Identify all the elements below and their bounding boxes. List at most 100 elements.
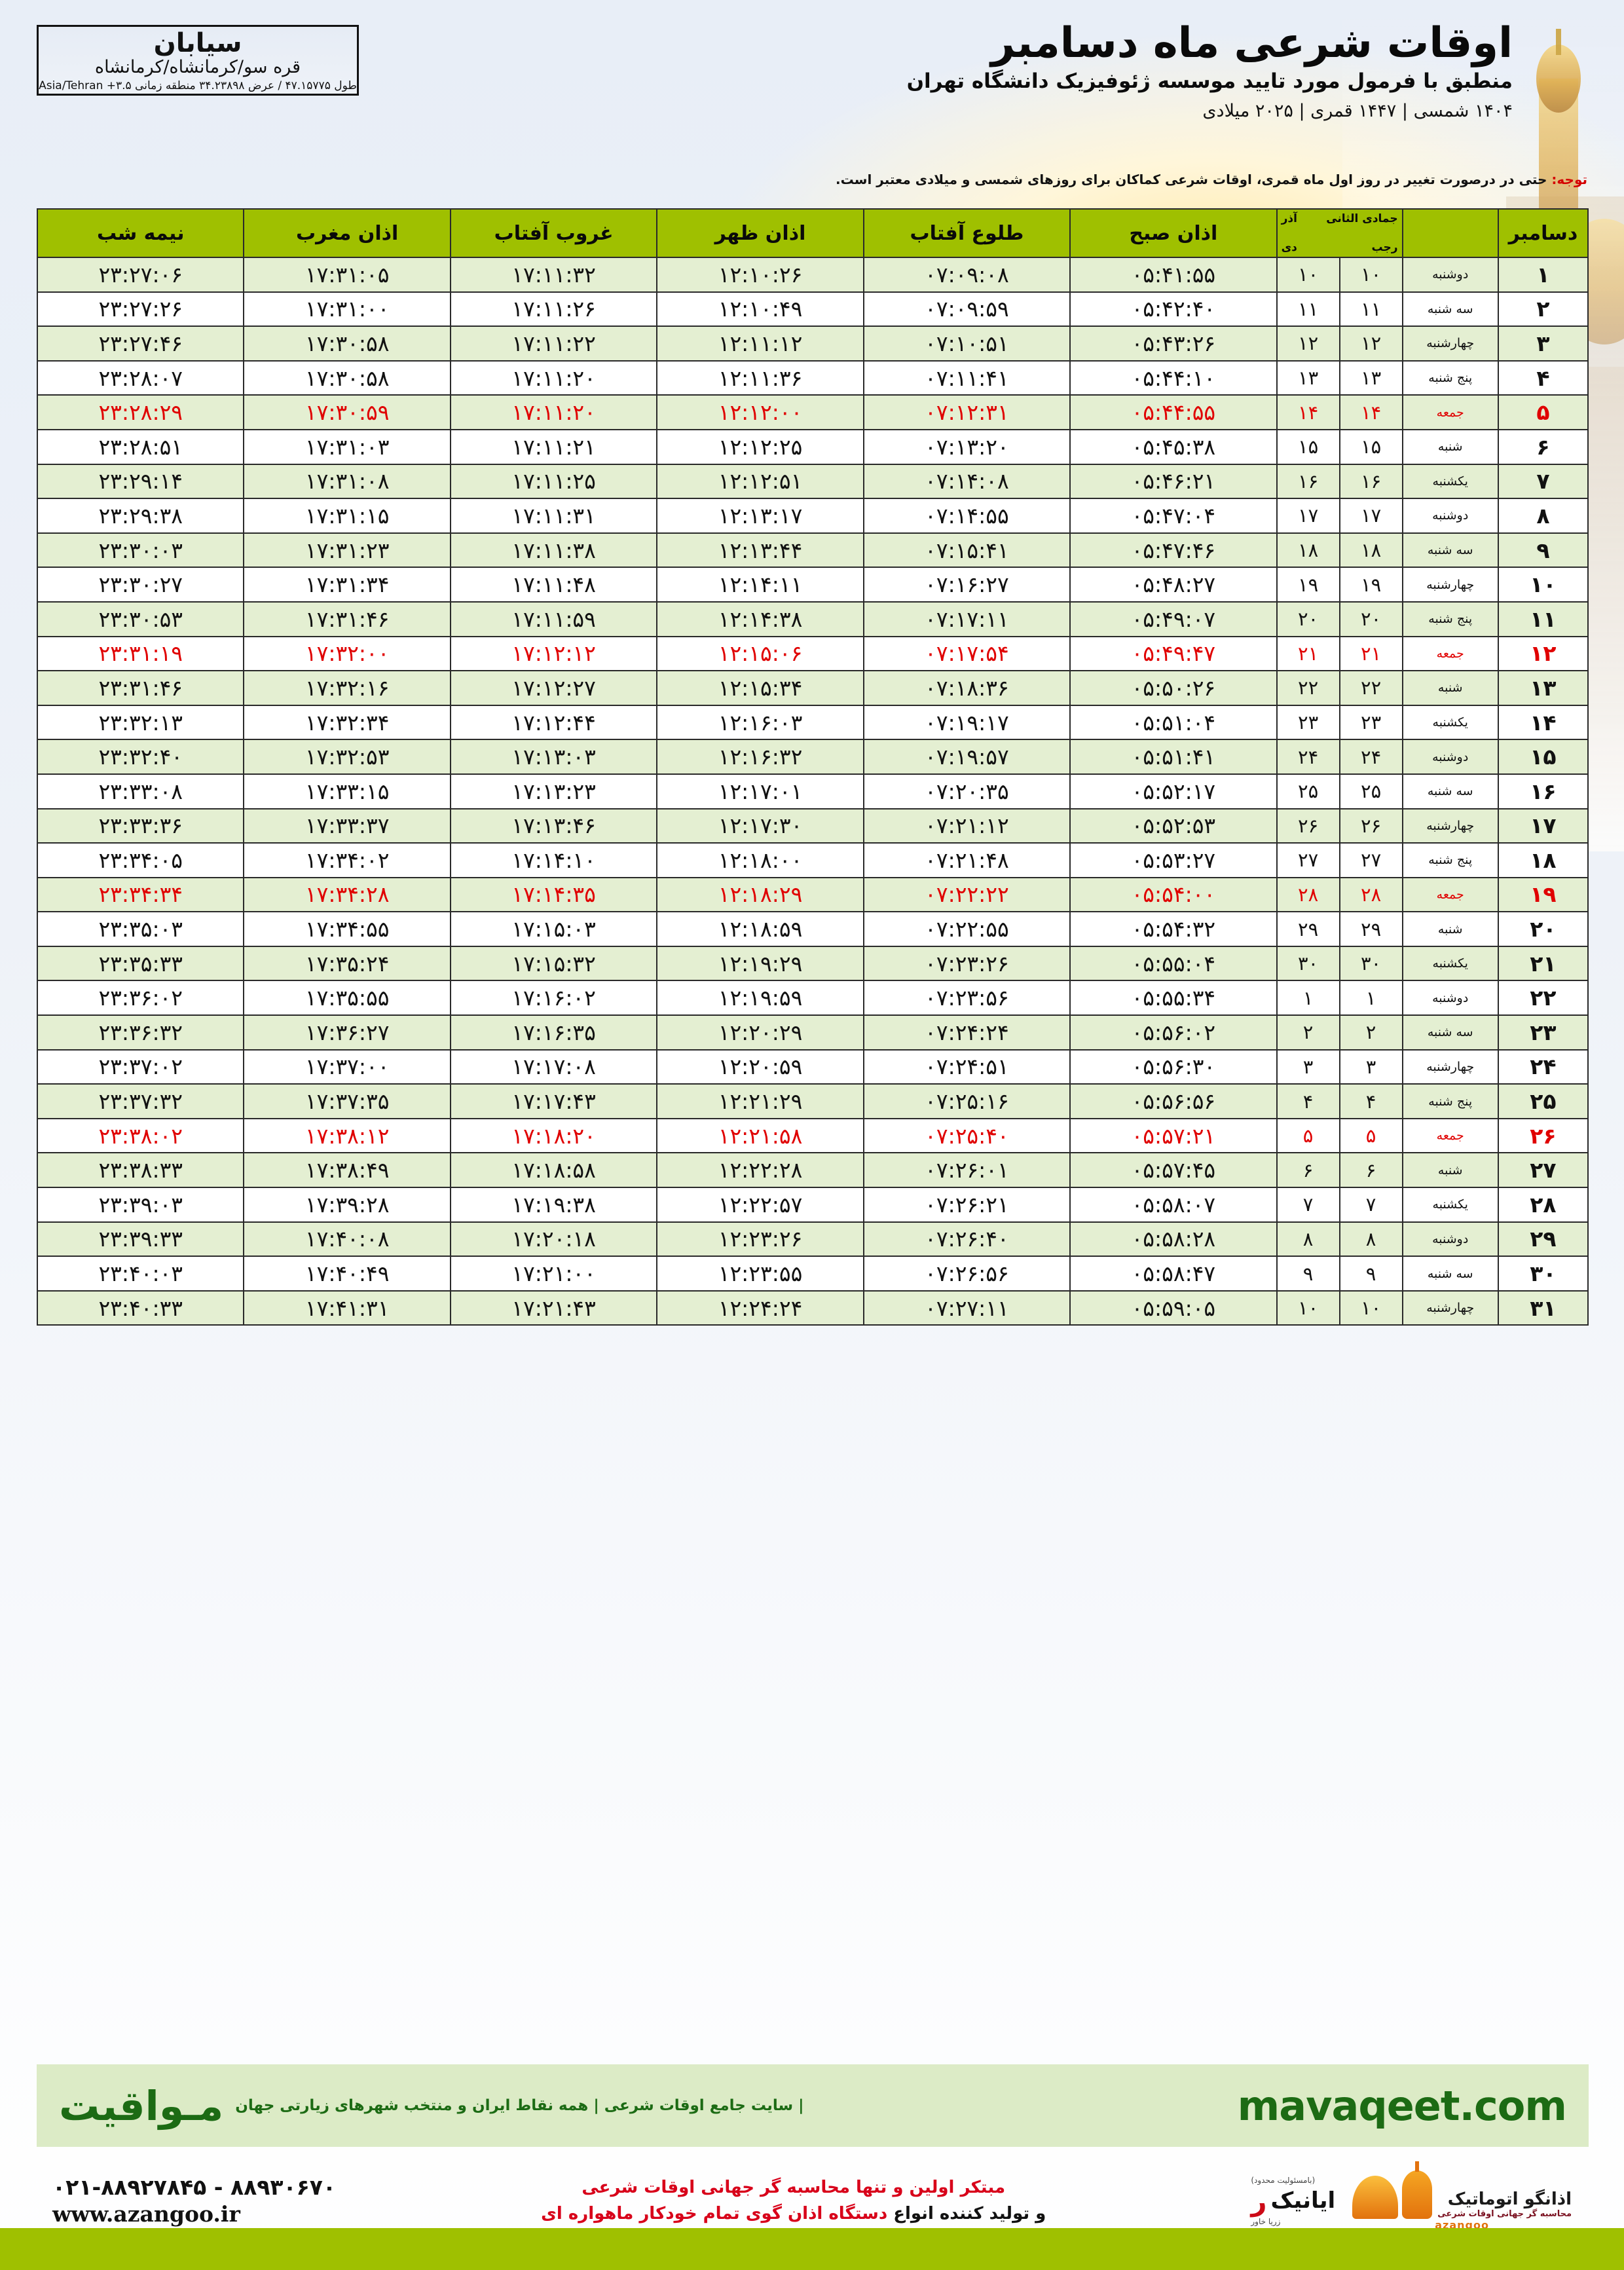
- cell-midnight: ۲۳:۲۷:۰۶: [36, 257, 245, 293]
- azangoo-logo[interactable]: اذانگو اتوماتیک محاسبه گر جهانی اوقات شر…: [1352, 2170, 1572, 2231]
- cell-sunrise: ۰۷:۱۷:۵۴: [862, 635, 1071, 672]
- cell-hijri-solar: ۱۷: [1338, 498, 1403, 534]
- cell-hijri-solar: ۹: [1338, 1256, 1403, 1292]
- cell-gregorian-day: ۱۴: [1497, 704, 1589, 741]
- footer-logos: اذانگو اتوماتیک محاسبه گر جهانی اوقات شر…: [1251, 2170, 1572, 2231]
- cell-gregorian-day: ۲۳: [1497, 1014, 1589, 1051]
- cell-hijri-lunar: ۷: [1276, 1187, 1340, 1223]
- cell-hijri-lunar: ۲۹: [1276, 911, 1340, 947]
- cell-fajr: ۰۵:۵۲:۱۷: [1069, 773, 1278, 809]
- cell-fajr: ۰۵:۵۰:۲۶: [1069, 670, 1278, 706]
- cell-weekday: پنج شنبه: [1401, 360, 1499, 396]
- col-header-solar-bottom: دی: [1281, 241, 1297, 254]
- note-text: حتی در درصورت تغییر در روز اول ماه قمری،…: [836, 172, 1552, 187]
- cell-hijri-lunar: ۵: [1276, 1117, 1340, 1154]
- cell-gregorian-day: ۳۱: [1497, 1290, 1589, 1326]
- cell-fajr: ۰۵:۵۴:۰۰: [1069, 876, 1278, 913]
- footer-contact: ۰۲۱-۸۸۹۲۷۸۴۵ - ۸۸۹۳۰۶۷۰ www.azangoo.ir: [52, 2174, 336, 2228]
- cell-sunrise: ۰۷:۲۶:۵۶: [862, 1256, 1071, 1292]
- table-row: ۳ چهارشنبه ۱۲ ۱۲ ۰۵:۴۳:۲۶ ۰۷:۱۰:۵۱ ۱۲:۱۱:۱۲ ۱۷:…: [36, 326, 1589, 362]
- cell-hijri-solar: ۲۷: [1338, 842, 1403, 878]
- rayaneek-logo[interactable]: (بامسئولیت محدود) ایانیک ر زریا خاور: [1251, 2176, 1335, 2226]
- cell-fajr: ۰۵:۴۵:۳۸: [1069, 428, 1278, 465]
- cell-gregorian-day: ۲۴: [1497, 1049, 1589, 1085]
- cell-sunrise: ۰۷:۰۹:۰۸: [862, 257, 1071, 293]
- footer-phone: ۰۲۱-۸۸۹۲۷۸۴۵ - ۸۸۹۳۰۶۷۰: [52, 2174, 337, 2200]
- footer-website[interactable]: www.azangoo.ir: [52, 2201, 240, 2227]
- table-row: ۲۸ یکشنبه ۷ ۷ ۰۵:۵۸:۰۷ ۰۷:۲۶:۲۱ ۱۲:۲۲:۵۷ ۱۷:۱۹:…: [36, 1187, 1589, 1223]
- table-row: ۸ دوشنبه ۱۷ ۱۷ ۰۵:۴۷:۰۴ ۰۷:۱۴:۵۵ ۱۲:۱۳:۱۷ ۱۷:۱۱…: [36, 498, 1589, 534]
- cell-hijri-solar: ۱۲: [1338, 326, 1403, 362]
- cell-fajr: ۰۵:۴۶:۲۱: [1069, 463, 1278, 500]
- cell-gregorian-day: ۴: [1497, 360, 1589, 396]
- bottom-accent-bar: [0, 2228, 1624, 2270]
- cell-hijri-lunar: ۱۶: [1276, 463, 1340, 500]
- cell-hijri-solar: ۸: [1338, 1221, 1403, 1257]
- cell-dhuhr: ۱۲:۱۷:۰۱: [656, 773, 864, 809]
- cell-dhuhr: ۱۲:۱۵:۰۶: [656, 635, 864, 672]
- cell-maghrib: ۱۷:۳۱:۲۳: [243, 532, 451, 568]
- cell-sunrise: ۰۷:۲۴:۵۱: [862, 1049, 1071, 1085]
- cell-gregorian-day: ۱۳: [1497, 670, 1589, 706]
- cell-hijri-lunar: ۳۰: [1276, 945, 1340, 982]
- cell-sunset: ۱۷:۱۵:۰۳: [449, 911, 658, 947]
- cell-gregorian-day: ۲: [1497, 291, 1589, 327]
- cell-dhuhr: ۱۲:۲۱:۲۹: [656, 1083, 864, 1119]
- brand-url[interactable]: mavaqeet.com: [1237, 2081, 1567, 2130]
- cell-fajr: ۰۵:۴۹:۴۷: [1069, 635, 1278, 672]
- cell-gregorian-day: ۱۷: [1497, 808, 1589, 844]
- cell-midnight: ۲۳:۲۷:۲۶: [36, 291, 245, 327]
- footer-slogan-line2-b: دستگاه اذان گوی تمام خودکار ماهواره ای: [541, 2204, 888, 2223]
- cell-midnight: ۲۳:۳۶:۳۲: [36, 1014, 245, 1051]
- cell-sunset: ۱۷:۱۸:۵۸: [449, 1152, 658, 1189]
- cell-hijri-solar: ۲۰: [1338, 601, 1403, 637]
- cell-sunset: ۱۷:۱۳:۴۶: [449, 808, 658, 844]
- cell-maghrib: ۱۷:۴۰:۰۸: [243, 1221, 451, 1257]
- cell-weekday: چهارشنبه: [1401, 567, 1499, 603]
- cell-hijri-solar: ۶: [1338, 1152, 1403, 1189]
- cell-sunrise: ۰۷:۲۳:۵۶: [862, 980, 1071, 1016]
- cell-hijri-solar: ۳: [1338, 1049, 1403, 1085]
- cell-dhuhr: ۱۲:۲۲:۲۸: [656, 1152, 864, 1189]
- note-line: توجه: حتی در درصورت تغییر در روز اول ماه…: [212, 172, 1587, 187]
- cell-midnight: ۲۳:۳۵:۳۳: [36, 945, 245, 982]
- cell-hijri-solar: ۲: [1338, 1014, 1403, 1051]
- cell-maghrib: ۱۷:۳۴:۰۲: [243, 842, 451, 878]
- title-block: اوقات شرعی ماه دسامبر منطبق با فرمول مور…: [530, 22, 1513, 122]
- cell-weekday: یکشنبه: [1401, 1187, 1499, 1223]
- cell-sunset: ۱۷:۲۱:۴۳: [449, 1290, 658, 1326]
- cell-sunset: ۱۷:۱۱:۲۵: [449, 463, 658, 500]
- col-header-maghrib: اذان مغرب: [243, 208, 451, 258]
- cell-sunset: ۱۷:۱۲:۱۲: [449, 635, 658, 672]
- cell-hijri-solar: ۱۹: [1338, 567, 1403, 603]
- cell-dhuhr: ۱۲:۱۵:۳۴: [656, 670, 864, 706]
- cell-sunrise: ۰۷:۱۵:۴۱: [862, 532, 1071, 568]
- cell-midnight: ۲۳:۳۴:۰۵: [36, 842, 245, 878]
- cell-sunrise: ۰۷:۱۱:۴۱: [862, 360, 1071, 396]
- cell-midnight: ۲۳:۴۰:۳۳: [36, 1290, 245, 1326]
- cell-midnight: ۲۳:۳۰:۰۳: [36, 532, 245, 568]
- cell-maghrib: ۱۷:۳۳:۱۵: [243, 773, 451, 809]
- cell-dhuhr: ۱۲:۱۹:۵۹: [656, 980, 864, 1016]
- cell-midnight: ۲۳:۳۹:۰۳: [36, 1187, 245, 1223]
- page-footer: اذانگو اتوماتیک محاسبه گر جهانی اوقات شر…: [0, 2161, 1624, 2240]
- cell-maghrib: ۱۷:۳۱:۱۵: [243, 498, 451, 534]
- cell-sunrise: ۰۷:۲۵:۴۰: [862, 1117, 1071, 1154]
- footer-slogan-line1: مبتکر اولین و تنها محاسبه گر جهانی اوقات…: [581, 2177, 1006, 2197]
- cell-sunrise: ۰۷:۲۷:۱۱: [862, 1290, 1071, 1326]
- location-path: قره سو/کرمانشاه/کرمانشاه: [94, 57, 301, 77]
- cell-dhuhr: ۱۲:۲۳:۵۵: [656, 1256, 864, 1292]
- cell-hijri-lunar: ۱۵: [1276, 428, 1340, 465]
- cell-sunset: ۱۷:۱۷:۰۸: [449, 1049, 658, 1085]
- table-row: ۱۱ پنج شنبه ۲۰ ۲۰ ۰۵:۴۹:۰۷ ۰۷:۱۷:۱۱ ۱۲:۱۴:۳۸ ۱۷…: [36, 601, 1589, 637]
- azangoo-logo-sub: محاسبه گر جهانی اوقات شرعی: [1437, 2208, 1572, 2219]
- cell-sunrise: ۰۷:۱۹:۵۷: [862, 739, 1071, 775]
- cell-sunset: ۱۷:۱۱:۳۸: [449, 532, 658, 568]
- col-header-lunar-bottom: رجب: [1371, 241, 1398, 254]
- cell-fajr: ۰۵:۴۲:۴۰: [1069, 291, 1278, 327]
- cell-hijri-solar: ۲۹: [1338, 911, 1403, 947]
- footer-slogan-line2: و تولید کننده انواع دستگاه اذان گوی تمام…: [541, 2201, 1046, 2227]
- cell-weekday: سه شنبه: [1401, 1256, 1499, 1292]
- table-row: ۱۵ دوشنبه ۲۴ ۲۴ ۰۵:۵۱:۴۱ ۰۷:۱۹:۵۷ ۱۲:۱۶:۳۲ ۱۷:۱…: [36, 739, 1589, 775]
